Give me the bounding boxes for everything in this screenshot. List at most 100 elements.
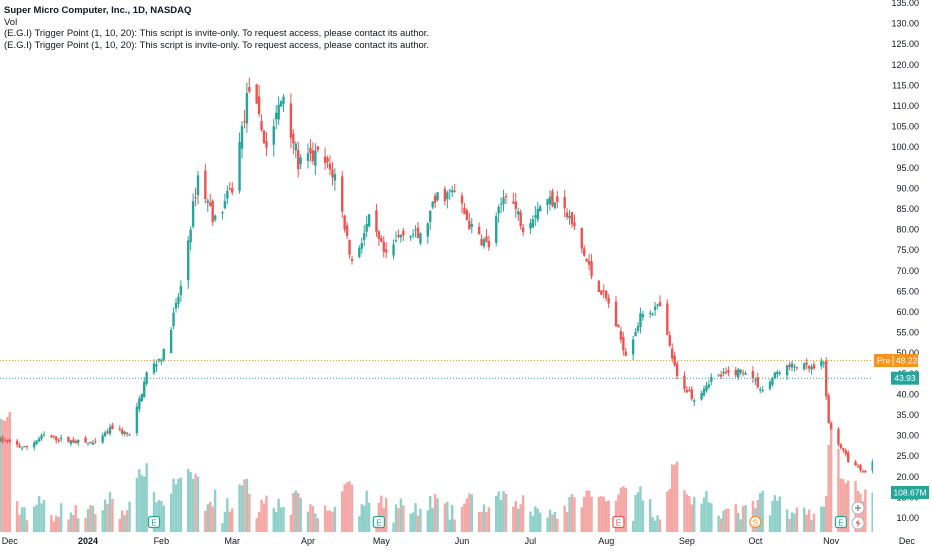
candle-body <box>299 157 302 165</box>
candle-body <box>431 201 434 208</box>
candle-body <box>35 440 38 444</box>
candle-body <box>651 313 654 315</box>
time-tick-label: Dec <box>2 536 19 546</box>
volume-bar <box>323 505 327 532</box>
volume-bar <box>257 511 261 532</box>
volume-bar <box>416 515 420 532</box>
candle-body <box>433 195 437 203</box>
candle-body <box>759 389 762 391</box>
volume-bar <box>419 508 422 532</box>
candle-body <box>864 470 867 473</box>
volume-bar <box>700 503 703 532</box>
candle-body <box>551 191 554 206</box>
candle-body <box>495 216 498 243</box>
time-axis[interactable]: Dec 2024 Feb Mar Apr May Jun Jul Aug Sep Oct Nov Dec <box>2 536 916 546</box>
volume-bar <box>778 496 781 532</box>
candle-body <box>790 363 794 368</box>
volume-bar <box>18 514 21 532</box>
volume-bar <box>74 505 77 532</box>
volume-bar <box>118 518 121 532</box>
volume-bar <box>827 444 830 532</box>
candle-body <box>367 214 371 227</box>
candle-body <box>470 224 473 227</box>
volume-bar <box>807 509 811 532</box>
volume-bar <box>636 492 640 532</box>
candle-body <box>536 208 539 220</box>
candle-body <box>583 248 586 256</box>
volume-bar <box>42 500 46 532</box>
candle-body <box>152 363 156 373</box>
volume-bar <box>94 514 97 532</box>
lightning-icon[interactable] <box>851 516 865 530</box>
candle-body <box>74 440 77 444</box>
volume-bar <box>101 510 104 532</box>
candle-body <box>297 150 300 170</box>
volume-bar <box>123 515 126 532</box>
candle-body <box>135 406 139 434</box>
candle-body <box>570 211 574 225</box>
volume-bar <box>771 500 774 532</box>
volume-bar <box>282 506 285 532</box>
candle-body <box>810 366 813 370</box>
time-tick-label: May <box>373 536 391 546</box>
candle-body <box>59 437 63 440</box>
volume-bar <box>649 499 652 532</box>
volume-bar <box>196 476 200 532</box>
volume-bar <box>844 483 847 532</box>
volume-bar <box>240 485 244 532</box>
price-tick-label: 25.00 <box>896 451 919 461</box>
candle-body <box>502 197 505 205</box>
time-tick-label: Aug <box>598 536 614 546</box>
volume-bar <box>426 510 429 532</box>
volume-bar <box>397 508 400 532</box>
volume-bar <box>399 498 403 532</box>
volume-bar <box>634 494 637 532</box>
candle-body <box>480 238 483 245</box>
earnings-marker: E <box>834 515 847 529</box>
candle-body <box>265 141 268 148</box>
candle-body <box>52 435 55 437</box>
volume-bar <box>111 498 114 532</box>
candle-body <box>443 189 447 202</box>
candle-body <box>333 174 337 181</box>
volume-bar <box>693 496 696 532</box>
volume-bar <box>91 505 95 532</box>
candle-body <box>226 190 229 199</box>
volume-bar <box>187 468 190 532</box>
volume-bar <box>363 505 366 532</box>
candle-body <box>685 389 689 393</box>
candle-body <box>451 190 454 193</box>
price-axis-background[interactable] <box>873 0 932 532</box>
volume-bar <box>683 490 686 532</box>
candle-body <box>778 372 781 374</box>
price-tick-label: 80.00 <box>896 225 919 235</box>
volume-bar <box>668 488 671 532</box>
candle-body <box>1 437 4 442</box>
volume-bar <box>72 515 75 532</box>
candle-body <box>399 234 403 238</box>
candle-body <box>260 120 263 131</box>
volume-bar <box>675 461 679 532</box>
candle-body <box>859 465 862 471</box>
price-tick-label: 110.00 <box>892 101 919 111</box>
price-tick-label: 120.00 <box>891 60 919 70</box>
volume-bar <box>177 478 180 532</box>
volume-bar <box>255 518 258 532</box>
candle-body <box>314 150 317 166</box>
volume-bar <box>6 417 9 532</box>
candle-body <box>727 370 730 373</box>
candle-body <box>103 432 107 437</box>
candle-body <box>688 390 691 392</box>
volume-bar <box>67 519 70 532</box>
marker-label: E <box>616 519 621 528</box>
volume-bar <box>279 507 283 532</box>
time-axis-background[interactable] <box>0 532 873 550</box>
pre-badge-value: 48.23 <box>896 355 918 365</box>
candle-body <box>377 231 381 239</box>
volume-bar <box>143 476 146 532</box>
add-icon[interactable] <box>851 501 865 515</box>
candle-body <box>702 388 706 396</box>
candle-body <box>326 157 329 163</box>
